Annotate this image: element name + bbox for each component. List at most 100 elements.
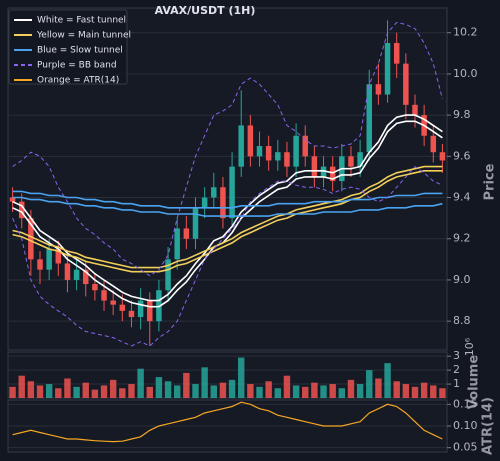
volume-bar <box>347 379 355 398</box>
volume-bar <box>146 386 153 398</box>
volume-bar <box>430 385 437 398</box>
candle-body <box>293 135 299 167</box>
y-axis-label: ATR(14) <box>481 397 496 455</box>
volume-bar <box>219 382 227 398</box>
candle-body <box>375 84 382 95</box>
candle-body <box>348 156 354 167</box>
volume-bar <box>100 385 108 398</box>
candle-body <box>302 135 308 157</box>
candle-body <box>128 310 135 318</box>
volume-bar <box>82 382 89 398</box>
candle-body <box>311 156 318 177</box>
legend: White = Fast tunnel Yellow = Main tunnel B… <box>8 9 131 86</box>
candle-body <box>46 249 52 270</box>
candle-body <box>156 290 162 322</box>
volume-bar <box>36 385 44 398</box>
y-tick-label: 8.8 <box>453 314 471 327</box>
atr-line <box>12 401 443 443</box>
volume-bar <box>109 379 117 398</box>
candle-body <box>64 263 71 280</box>
y-tick-label: 9.4 <box>453 191 471 204</box>
volume-bar <box>119 388 126 398</box>
volume-bar <box>384 363 391 398</box>
candle-body <box>55 249 62 264</box>
candle-body <box>403 63 409 105</box>
candle-body <box>28 218 34 260</box>
candle-body <box>147 300 153 322</box>
y-axis-label: Volume <box>467 355 482 410</box>
volume-bar <box>247 384 254 398</box>
volume-bar <box>402 384 410 398</box>
candle-body <box>165 259 171 291</box>
volume-bar <box>183 372 190 398</box>
volume-bar <box>128 384 135 398</box>
y-tick-label: 0.05 <box>453 441 478 454</box>
candle-body <box>37 259 43 270</box>
volume-bar <box>137 368 144 398</box>
volume-panel <box>7 351 448 399</box>
candle-body <box>73 269 80 280</box>
volume-bar <box>393 381 400 398</box>
candle-body <box>357 152 363 167</box>
volume-bar <box>155 377 163 398</box>
candle-body <box>9 197 16 202</box>
indicator-line <box>12 165 443 269</box>
volume-bar <box>283 375 291 398</box>
volume-bar <box>73 386 80 398</box>
y-tick-label: 10.0 <box>453 67 478 80</box>
candle-body <box>393 43 400 64</box>
candle-body <box>174 228 180 260</box>
volume-bar <box>45 384 53 398</box>
volume-bar <box>164 381 172 398</box>
volume-bar <box>91 389 99 398</box>
candle-body <box>275 152 281 161</box>
volume-bar <box>420 382 428 398</box>
y-tick-label: 1 <box>453 377 460 390</box>
y-tick-label: 9.0 <box>453 273 471 286</box>
candle-body <box>247 125 254 157</box>
indicator-line <box>12 120 443 308</box>
y-tick-label: 9.6 <box>453 149 471 162</box>
volume-bar <box>9 386 16 398</box>
candle-body <box>265 146 272 161</box>
candle-body <box>201 197 208 208</box>
volume-bar <box>238 357 245 398</box>
candle-body <box>192 207 199 239</box>
indicator-line <box>12 190 443 209</box>
volume-bar <box>64 378 71 398</box>
volume-bar <box>320 385 327 398</box>
volume-bar <box>192 384 199 398</box>
candle-body <box>229 166 235 219</box>
indicator-line <box>12 21 443 277</box>
y-tick-label: 9.8 <box>453 108 471 121</box>
y-tick-label: 10.2 <box>453 26 478 39</box>
candle-body <box>110 300 116 305</box>
volume-bar <box>375 378 382 398</box>
candle-body <box>211 187 217 198</box>
y-tick-label: 0.15 <box>453 397 478 410</box>
volume-bar <box>27 381 35 398</box>
candle-body <box>18 201 25 219</box>
offset-label: 10⁶ <box>463 337 476 356</box>
volume-bar <box>173 385 181 398</box>
volume-bar <box>366 370 373 398</box>
volume-bar <box>256 386 263 398</box>
candle-body <box>439 152 446 161</box>
volume-bar <box>302 386 309 398</box>
y-axis-label: Price <box>483 163 498 200</box>
candle-body <box>412 104 418 116</box>
volume-bar <box>18 375 25 398</box>
candle-body <box>183 228 190 239</box>
volume-bar <box>265 381 272 398</box>
legend-box <box>8 9 128 85</box>
candle-body <box>220 187 226 219</box>
candle-body <box>329 166 336 182</box>
volume-bar <box>329 384 336 398</box>
volume-bar <box>311 382 318 398</box>
candle-body <box>256 146 263 157</box>
volume-bar <box>356 384 364 398</box>
indicator-line <box>12 114 443 302</box>
candle-body <box>366 84 373 153</box>
legend-label: Orange = ATR(14) <box>37 76 119 86</box>
